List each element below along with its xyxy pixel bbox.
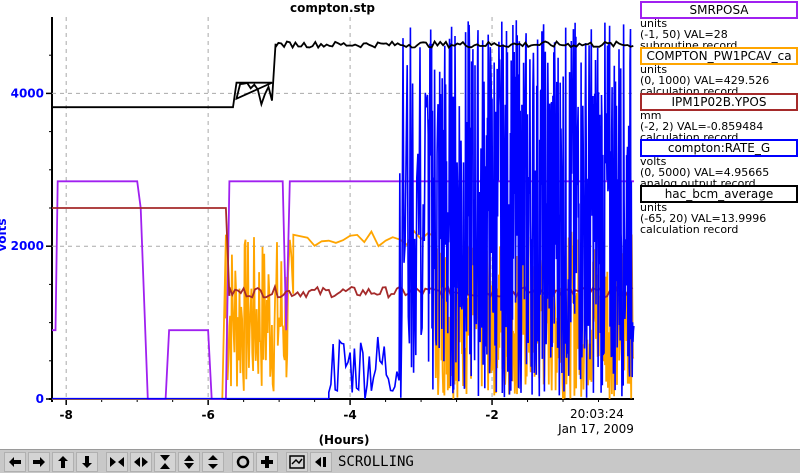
y-tick-label: 2000 [11, 239, 44, 253]
legend-range-value: (-2, 2) VAL=-0.859484 [640, 120, 764, 133]
legend-units: units [640, 201, 668, 214]
x-tick-label: -6 [201, 408, 214, 422]
y-axis-label: volts [0, 218, 9, 251]
tick-labels: 4000 2000 0 -8 -6 -4 -2 [11, 86, 499, 422]
legend-units: units [640, 63, 668, 76]
zoom-in-y-icon [160, 454, 170, 469]
legend-pv-name[interactable]: SMRPOSA [640, 1, 798, 19]
autoscale-icon [236, 455, 250, 468]
scroll-right-icon [33, 456, 45, 467]
default-scale-icon [261, 455, 273, 468]
legend-record-type: calculation record [640, 85, 739, 98]
scroll-up-icon [58, 455, 68, 468]
x-axis-label: (Hours) [319, 433, 370, 447]
toggle-scroll-icon [289, 454, 305, 469]
scroll-right-button[interactable] [28, 451, 50, 472]
x-tick-label: -4 [343, 408, 356, 422]
legend-range-value: (0, 1000) VAL=429.526 [640, 74, 770, 87]
axes [46, 17, 634, 405]
scroll-left-button[interactable] [4, 451, 26, 472]
legend-pv-name[interactable]: IPM1P02B.YPOS [640, 93, 798, 111]
series-line [52, 20, 635, 400]
scroll-left-icon [9, 456, 21, 467]
legend-entry[interactable]: compton:RATE_G volts (0, 5000) VAL=4.95665… [636, 138, 800, 189]
zoom-out-y-button[interactable] [178, 451, 200, 472]
stagger-button[interactable] [202, 451, 224, 472]
x-tick-label: -8 [60, 408, 73, 422]
legend-range-value: (-65, 20) VAL=13.9996 [640, 212, 767, 225]
scrolling-status: SCROLLING [338, 453, 414, 470]
legend-record-type: analog output record [640, 177, 756, 190]
zoom-out-x-icon [134, 456, 148, 467]
legend-record-type: calculation record [640, 131, 739, 144]
stagger-icon [208, 454, 218, 469]
legend-record-type: calculation record [640, 223, 739, 236]
y-tick-label: 4000 [11, 86, 44, 100]
legend-entry[interactable]: SMRPOSA units (-1, 50) VAL=28 subroutine re… [636, 0, 800, 51]
plot-title: compton.stp [290, 1, 376, 15]
legend-range-value: (-1, 50) VAL=28 [640, 28, 728, 41]
legend-entry[interactable]: COMPTON_PW1PCAV_ca units (0, 1000) VAL=429… [636, 46, 800, 97]
default-scale-button[interactable] [256, 451, 278, 472]
toggle-scroll-button[interactable] [286, 451, 308, 472]
legend-pv-name[interactable]: compton:RATE_G [640, 139, 798, 157]
plot-area[interactable]: 4000 2000 0 -8 -6 -4 -2 volts (Hours) 20:03:24… [0, 0, 636, 449]
timestamp: 20:03:24 [570, 407, 624, 421]
legend-entry[interactable]: hac_bcm_average units (-65, 20) VAL=13.999… [636, 184, 800, 235]
legend-units: mm [640, 109, 662, 122]
scroll-down-button[interactable] [76, 451, 98, 472]
legend-units: volts [640, 155, 667, 168]
x-tick-label: -2 [485, 408, 498, 422]
legend-pv-name[interactable]: COMPTON_PW1PCAV_ca [640, 47, 798, 65]
series-line [52, 39, 634, 109]
zoom-in-x-button[interactable] [106, 451, 128, 472]
toolbar: SCROLLING [0, 449, 800, 473]
y-tick-label: 0 [36, 392, 44, 406]
legend: SMRPOSA units (-1, 50) VAL=28 subroutine re… [636, 0, 800, 235]
zoom-out-x-button[interactable] [130, 451, 152, 472]
legend-units: units [640, 17, 668, 30]
scroll-down-icon [82, 455, 92, 468]
date: Jan 17, 2009 [557, 422, 634, 436]
grid [52, 17, 634, 399]
legend-pv-name[interactable]: hac_bcm_average [640, 185, 798, 203]
scroll-up-button[interactable] [52, 451, 74, 472]
zoom-in-x-icon [110, 456, 124, 467]
legend-range-value: (0, 5000) VAL=4.95665 [640, 166, 770, 179]
zoom-out-y-icon [184, 454, 194, 469]
legend-record-type: subroutine record [640, 39, 738, 52]
legend-entry[interactable]: IPM1P02B.YPOS mm (-2, 2) VAL=-0.859484 calc… [636, 92, 800, 143]
jump-to-end-button[interactable] [310, 451, 332, 472]
autoscale-button[interactable] [232, 451, 254, 472]
zoom-in-y-button[interactable] [154, 451, 176, 472]
jump-to-end-icon [315, 456, 326, 467]
series-layer [52, 20, 635, 400]
series-line [52, 180, 634, 400]
